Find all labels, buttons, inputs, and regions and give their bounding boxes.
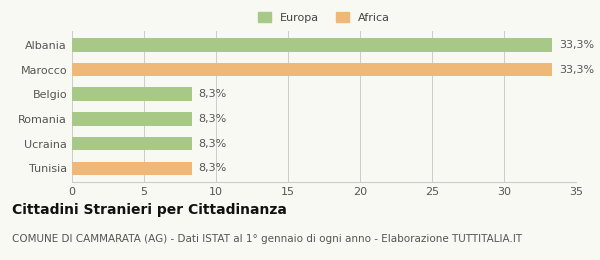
Text: 8,3%: 8,3% [199, 139, 227, 149]
Text: 8,3%: 8,3% [199, 89, 227, 99]
Bar [72, 38, 551, 51]
Bar [72, 137, 191, 151]
Bar [72, 63, 551, 76]
Text: Cittadini Stranieri per Cittadinanza: Cittadini Stranieri per Cittadinanza [12, 203, 287, 217]
Text: 8,3%: 8,3% [199, 163, 227, 173]
Text: 8,3%: 8,3% [199, 114, 227, 124]
Text: 33,3%: 33,3% [559, 64, 594, 75]
Bar [72, 112, 191, 126]
Bar [72, 162, 191, 175]
Legend: Europa, Africa: Europa, Africa [258, 11, 390, 23]
Bar [72, 87, 191, 101]
Text: COMUNE DI CAMMARATA (AG) - Dati ISTAT al 1° gennaio di ogni anno - Elaborazione : COMUNE DI CAMMARATA (AG) - Dati ISTAT al… [12, 234, 522, 244]
Text: 33,3%: 33,3% [559, 40, 594, 50]
